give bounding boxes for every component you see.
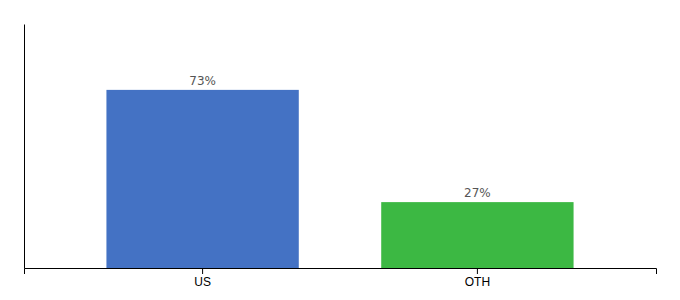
x-tick-label: US [194,275,211,289]
x-tick-mark [477,268,478,274]
bar [106,90,298,268]
chart-svg: 73% 27% US OTH [0,0,680,300]
plot-area: 73% 27% US OTH [25,25,657,289]
y-axis-line [24,25,25,269]
bars [106,90,573,268]
chart-container: 73% 27% US OTH [0,0,680,300]
x-axis: US OTH [25,268,657,289]
x-tick: OTH [465,268,490,289]
data-label: 27% [464,186,491,200]
x-tick-label: OTH [465,275,490,289]
y-axis [24,25,25,269]
x-tick: US [194,268,211,289]
data-labels: 73% 27% [189,74,490,200]
x-axis-line [25,269,657,275]
bar [381,202,573,268]
x-tick-mark [202,268,203,274]
data-label: 73% [189,74,216,88]
